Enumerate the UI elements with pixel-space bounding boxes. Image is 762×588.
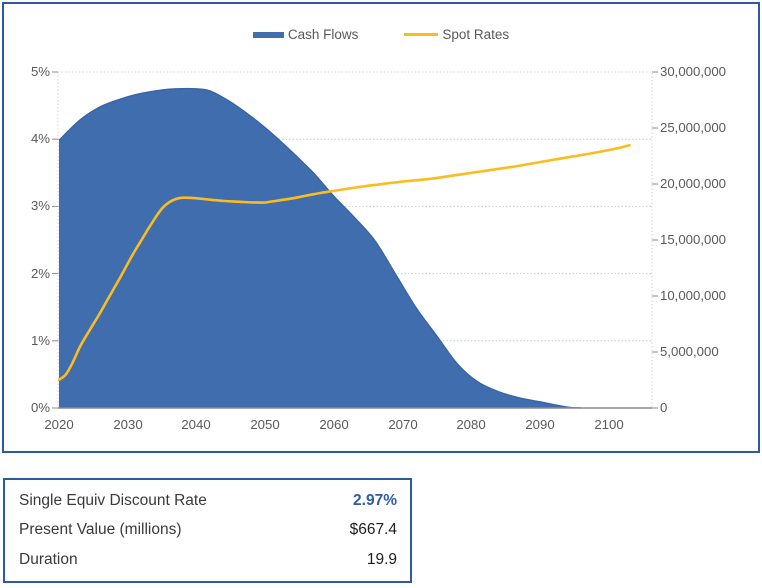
chart-panel: Cash Flows Spot Rates 5% 4% 3% 2% 1% 0% … (2, 2, 760, 453)
row-value: $667.4 (349, 521, 397, 539)
cash-flows-area (59, 88, 582, 408)
plot-border (57, 71, 653, 409)
row-label: Duration (19, 550, 78, 568)
left-axis-label: 4% (30, 131, 50, 146)
right-axis-label: 25,000,000 (660, 120, 727, 135)
left-axis-label: 3% (30, 198, 50, 213)
right-axis-label: 0 (660, 400, 668, 415)
x-axis-label: 2040 (181, 417, 211, 432)
right-axis-label: 30,000,000 (660, 64, 727, 79)
table-row: Duration 19.9 (19, 545, 397, 575)
row-value: 2.97% (353, 491, 397, 509)
x-axis-label: 2090 (525, 417, 555, 432)
row-label: Single Equiv Discount Rate (19, 491, 207, 509)
x-axis-label: 2080 (456, 417, 486, 432)
legend-label-spot-rates: Spot Rates (442, 27, 510, 42)
right-axis-label: 15,000,000 (660, 232, 727, 247)
chart-legend: Cash Flows Spot Rates (4, 27, 758, 42)
legend-item-spot-rates: Spot Rates (404, 27, 509, 42)
cash-flows-swatch-icon (252, 31, 284, 38)
x-axis-label: 2070 (388, 417, 418, 432)
right-axis-label: 20,000,000 (660, 176, 727, 191)
spot-rates-line (57, 143, 631, 382)
x-axis-label: 2060 (319, 417, 349, 432)
row-value: 19.9 (366, 550, 397, 568)
x-axis-label: 2030 (113, 417, 143, 432)
row-label: Present Value (millions) (19, 521, 182, 539)
legend-label-cash-flows: Cash Flows (287, 27, 359, 42)
summary-table: Single Equiv Discount Rate 2.97% Present… (3, 478, 412, 583)
x-axis-label: 2050 (250, 417, 280, 432)
table-row: Single Equiv Discount Rate 2.97% (19, 486, 397, 516)
table-row: Present Value (millions) $667.4 (19, 516, 397, 546)
right-axis-label: 5,000,000 (660, 344, 719, 359)
cash-flows-edge (58, 87, 582, 409)
left-axis-label: 1% (30, 333, 50, 348)
plot-area (52, 71, 658, 409)
x-axis-label: 2100 (594, 417, 624, 432)
left-axis-label: 0% (30, 400, 50, 415)
left-axis-label: 5% (30, 64, 50, 79)
spot-rates-swatch-icon (404, 33, 439, 36)
legend-item-cash-flows: Cash Flows (252, 27, 359, 42)
right-axis-label: 10,000,000 (660, 288, 727, 303)
x-axis-label: 2020 (44, 417, 74, 432)
left-axis-label: 2% (30, 266, 50, 281)
